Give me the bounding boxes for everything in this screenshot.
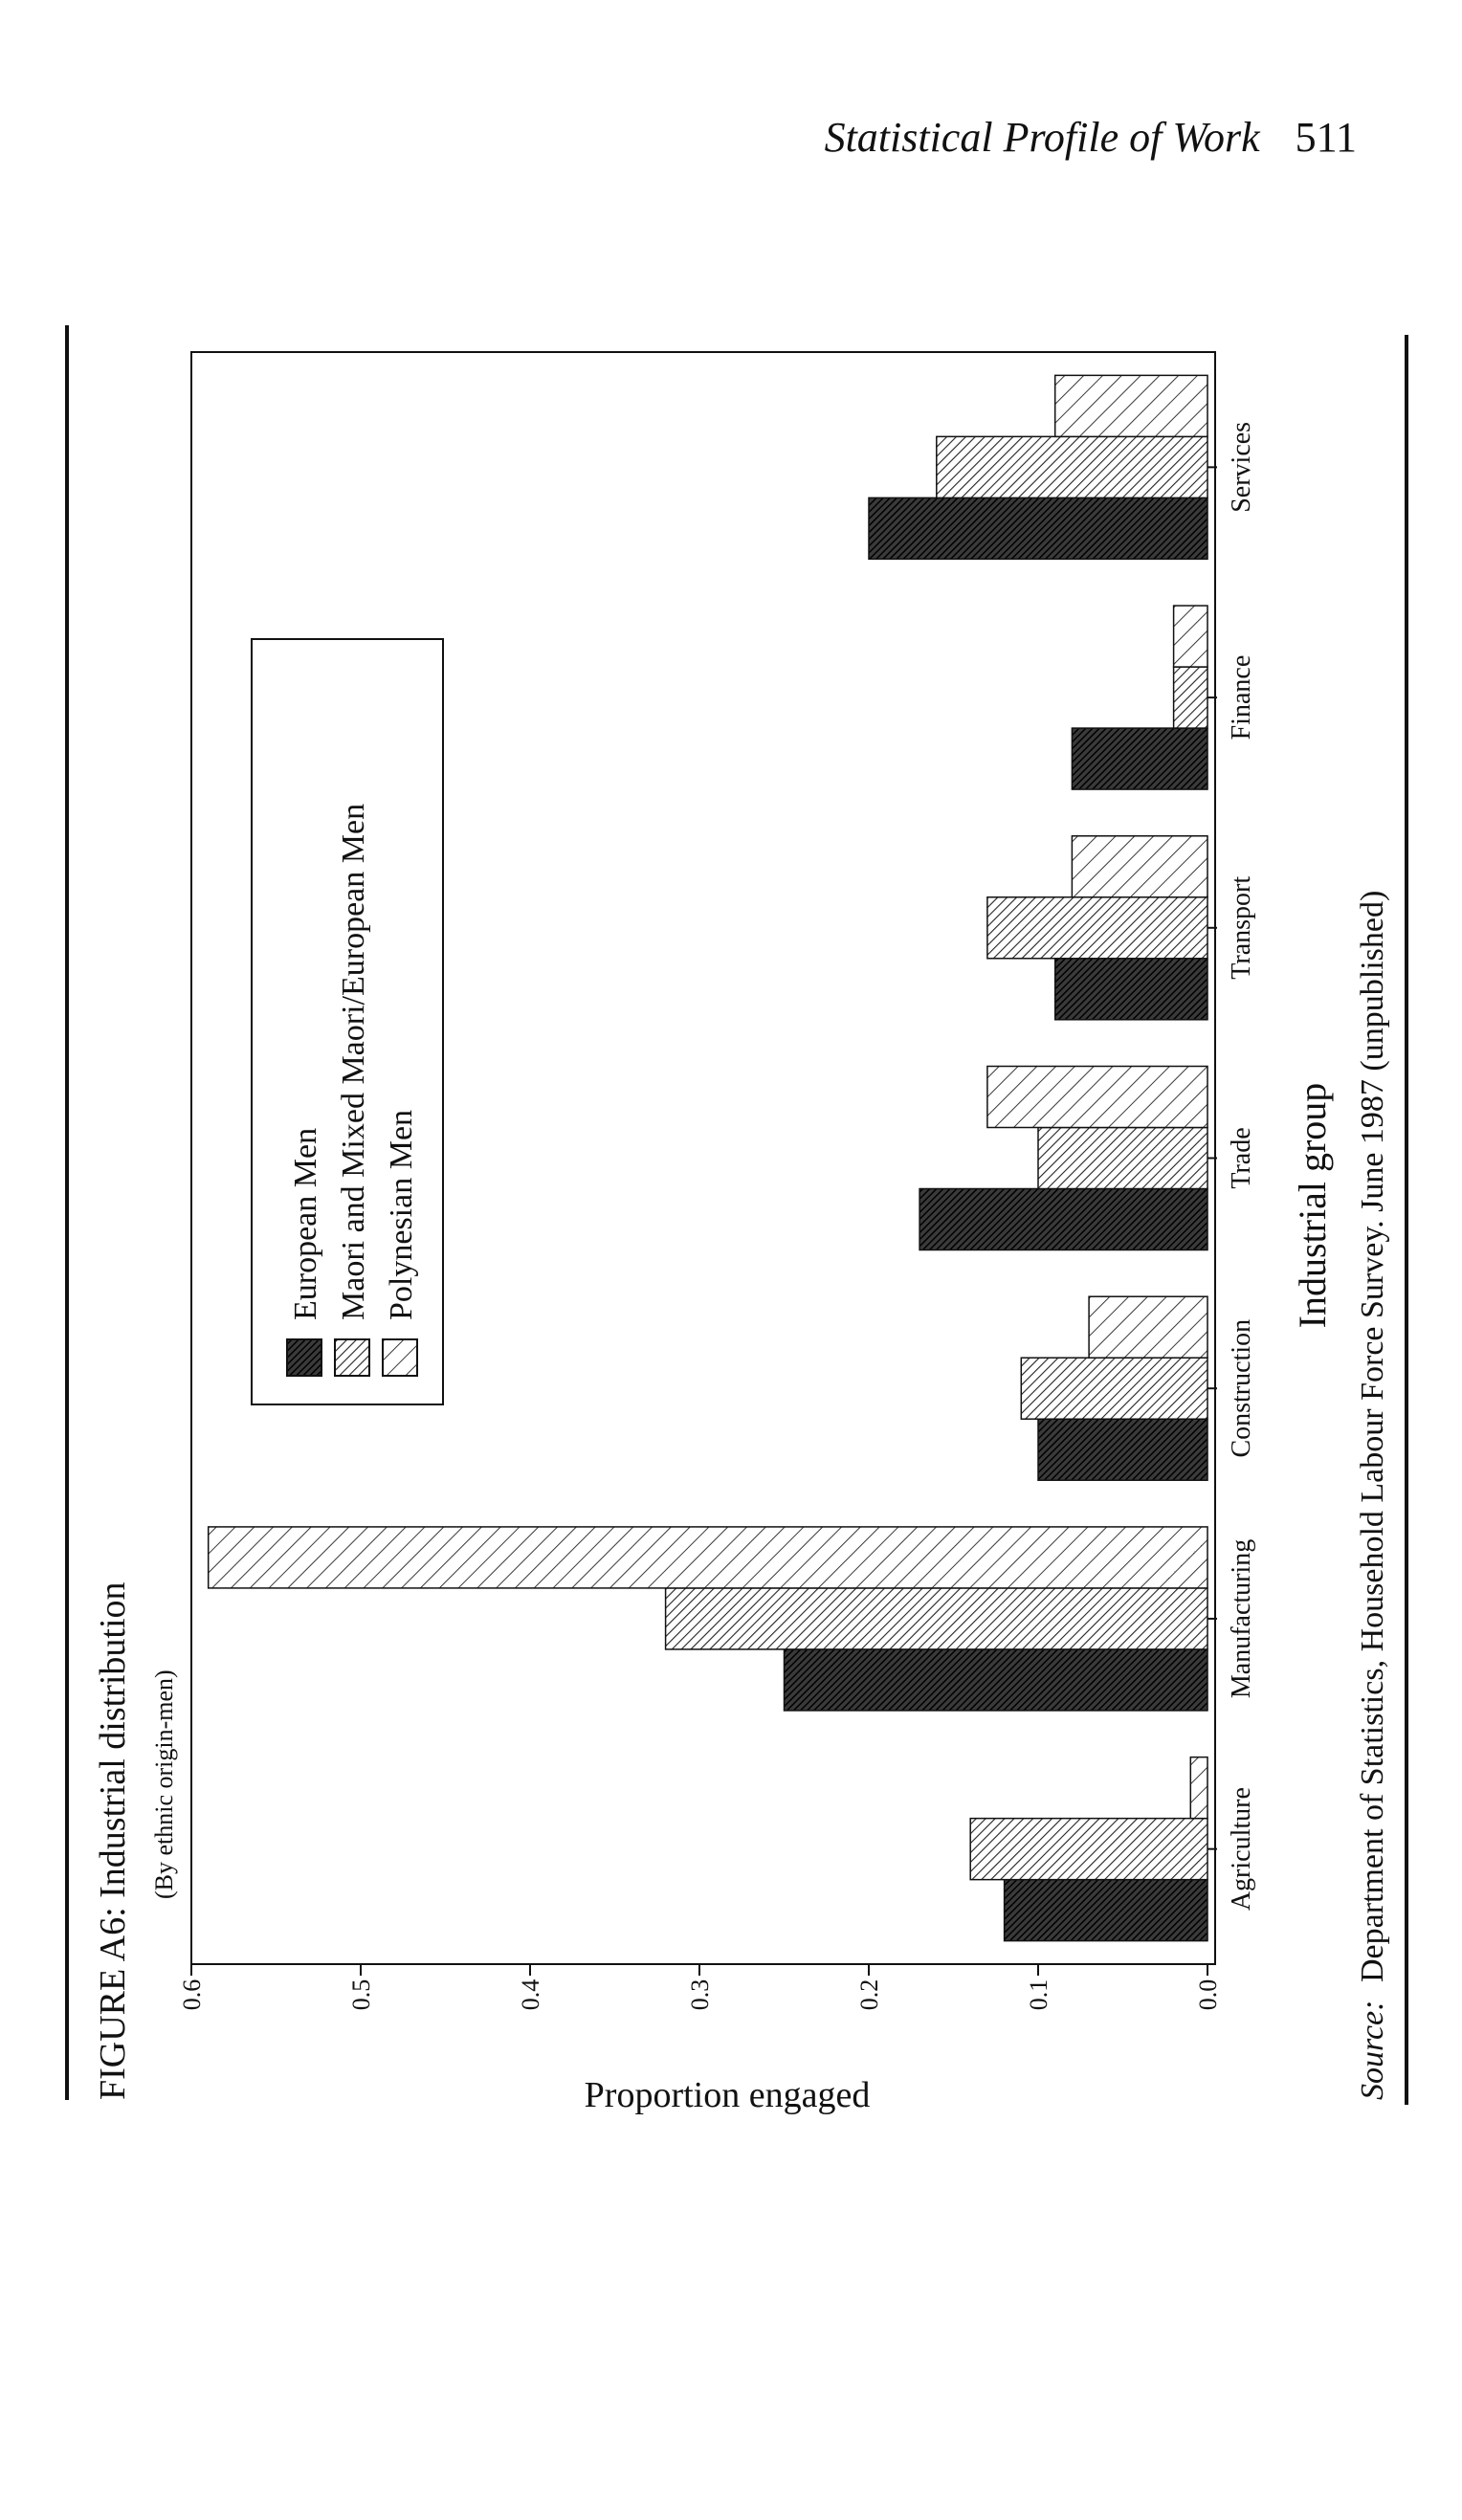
bar-maori-and-mixed-maori-european-men-construction (1020, 1357, 1208, 1420)
category-label: Construction (1227, 1319, 1256, 1458)
bar-polynesian-men-manufacturing (207, 1526, 1208, 1589)
category-label: Finance (1227, 655, 1256, 741)
page-number: 511 (1295, 114, 1357, 161)
y-axis-label: Proportion engaged (585, 2075, 871, 2115)
y-axis-ticks: 0.0 0.1 0.2 0.3 0.4 0.5 0.6 (178, 1964, 1222, 2010)
bar-polynesian-men-finance (1172, 605, 1208, 668)
y-tick-label: 0.3 (686, 1979, 714, 2011)
category-label: Manufacturing (1227, 1539, 1256, 1698)
bar-maori-and-mixed-maori-european-men-manufacturing (664, 1587, 1208, 1650)
category-label: Agriculture (1227, 1787, 1256, 1911)
category-label: Transport (1227, 876, 1256, 980)
legend-label: Maori and Mixed Maori/European Men (336, 804, 371, 1320)
running-head: Statistical Profile of Work 511 (825, 113, 1357, 162)
x-axis-label: Industrial group (1291, 1083, 1334, 1329)
y-tick-label: 0.0 (1194, 1979, 1222, 2011)
bar-maori-and-mixed-maori-european-men-services (936, 435, 1208, 499)
legend-label: European Men (288, 1128, 323, 1320)
legend-swatch (334, 1338, 370, 1377)
category-label: Services (1227, 422, 1256, 513)
bars (207, 374, 1208, 1942)
bar-european-men-services (868, 497, 1208, 561)
category-labels: Agriculture Manufacturing Construction Trad… (1207, 422, 1256, 1911)
bar-maori-and-mixed-maori-european-men-finance (1172, 666, 1208, 729)
bar-european-men-agriculture (1003, 1878, 1208, 1942)
source-text: Department of Statistics, Household Labo… (1355, 891, 1390, 1982)
legend-swatch (382, 1338, 418, 1377)
legend-swatch (286, 1338, 322, 1377)
y-tick-label: 0.5 (347, 1979, 375, 2011)
bar-european-men-finance (1071, 727, 1208, 790)
legend: European Men Maori and Mixed Maori/Europe… (251, 638, 444, 1405)
bar-maori-and-mixed-maori-european-men-transport (986, 896, 1208, 960)
bar-maori-and-mixed-maori-european-men-agriculture (969, 1817, 1208, 1881)
bar-european-men-construction (1037, 1418, 1208, 1481)
bar-european-men-transport (1053, 958, 1208, 1021)
source-note: Source: Department of Statistics, Househ… (1355, 891, 1390, 2100)
figure-subcaption: (By ethnic origin-men) (150, 1669, 178, 1899)
bar-polynesian-men-trade (986, 1065, 1208, 1129)
bar-polynesian-men-construction (1088, 1295, 1208, 1359)
bar-polynesian-men-agriculture (1189, 1756, 1208, 1820)
y-tick-label: 0.1 (1025, 1979, 1052, 2011)
source-label: Source: (1355, 2001, 1390, 2100)
bar-polynesian-men-transport (1071, 835, 1208, 898)
bar-maori-and-mixed-maori-european-men-trade (1037, 1126, 1208, 1190)
legend-label: Polynesian Men (384, 1110, 419, 1320)
y-tick-label: 0.2 (855, 1979, 883, 2011)
legend-box (251, 638, 444, 1405)
bar-european-men-manufacturing (783, 1648, 1208, 1712)
figure-caption: FIGURE A6: Industrial distribution (93, 1582, 133, 2101)
running-head-title: Statistical Profile of Work (824, 114, 1260, 161)
bar-european-men-trade (919, 1187, 1208, 1251)
y-tick-label: 0.6 (178, 1979, 206, 2011)
bar-polynesian-men-services (1053, 374, 1208, 438)
y-tick-label: 0.4 (517, 1979, 544, 2011)
category-label: Trade (1227, 1127, 1256, 1188)
